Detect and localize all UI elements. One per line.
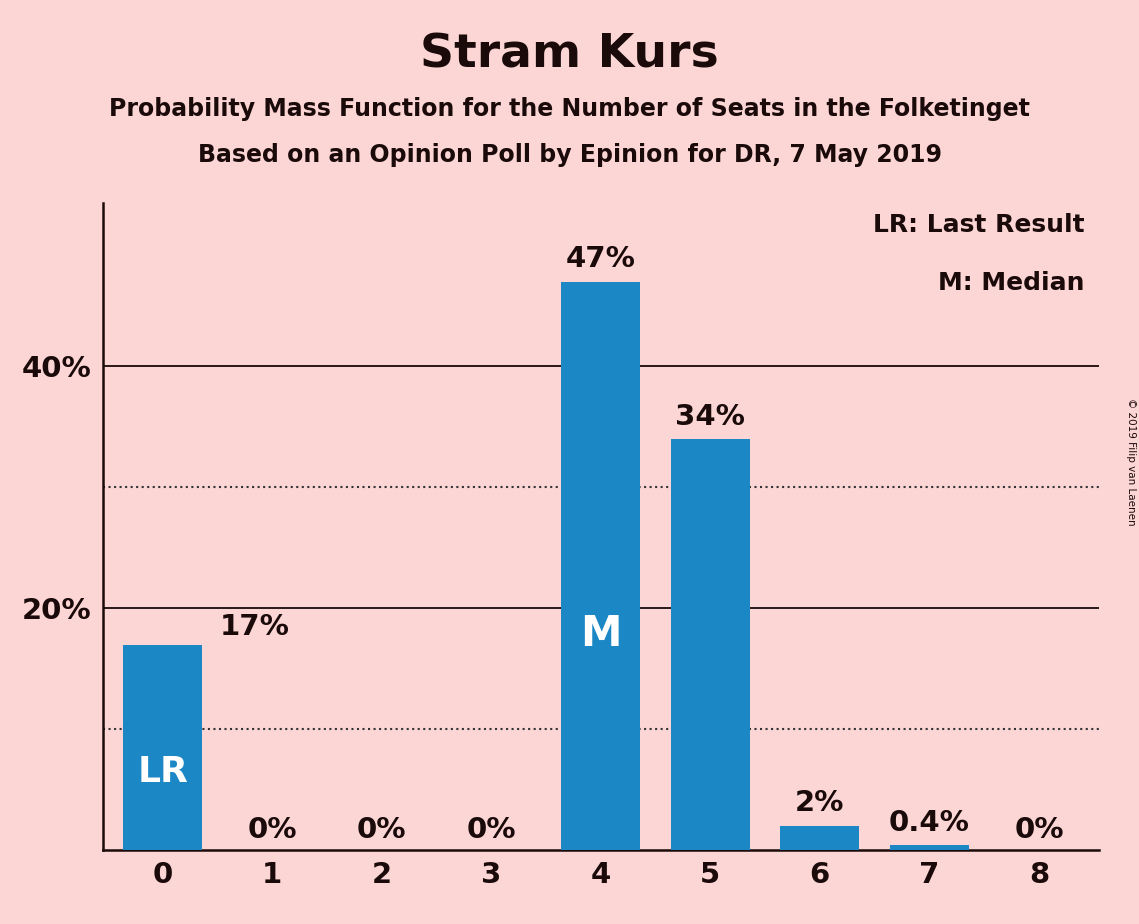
Text: 0.4%: 0.4% bbox=[888, 808, 969, 837]
Text: 34%: 34% bbox=[675, 403, 745, 431]
Text: Stram Kurs: Stram Kurs bbox=[420, 32, 719, 78]
Text: 0%: 0% bbox=[1014, 816, 1064, 844]
Text: M: M bbox=[580, 614, 622, 655]
Text: Based on an Opinion Poll by Epinion for DR, 7 May 2019: Based on an Opinion Poll by Epinion for … bbox=[197, 143, 942, 167]
Text: LR: LR bbox=[138, 755, 188, 789]
Text: 17%: 17% bbox=[220, 613, 289, 641]
Bar bbox=[562, 282, 640, 850]
Text: Probability Mass Function for the Number of Seats in the Folketinget: Probability Mass Function for the Number… bbox=[109, 97, 1030, 121]
Text: M: Median: M: Median bbox=[937, 272, 1084, 295]
Bar bbox=[780, 826, 859, 850]
Bar bbox=[123, 645, 202, 850]
Text: 2%: 2% bbox=[795, 789, 844, 818]
Text: 0%: 0% bbox=[467, 816, 516, 844]
Bar bbox=[890, 845, 969, 850]
Text: 0%: 0% bbox=[357, 816, 407, 844]
Text: LR: Last Result: LR: Last Result bbox=[872, 213, 1084, 237]
Text: © 2019 Filip van Laenen: © 2019 Filip van Laenen bbox=[1126, 398, 1136, 526]
Bar bbox=[671, 439, 749, 850]
Text: 0%: 0% bbox=[247, 816, 297, 844]
Text: 47%: 47% bbox=[566, 246, 636, 274]
